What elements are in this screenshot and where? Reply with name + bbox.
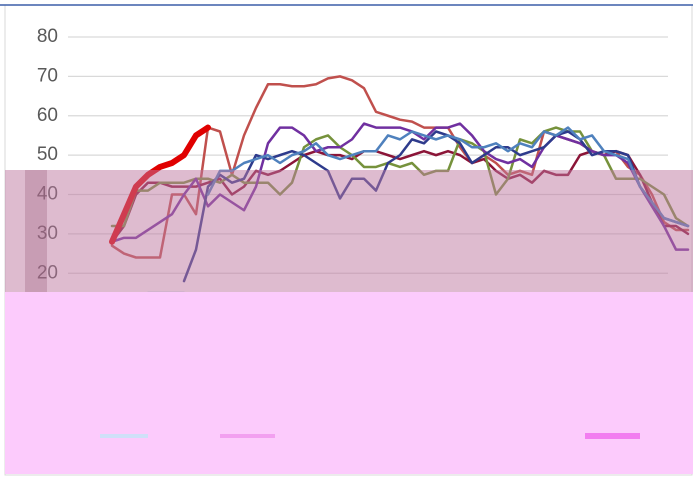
overlay-band bbox=[5, 170, 693, 292]
y-tick-label: 80 bbox=[37, 26, 58, 47]
y-tick-label: 70 bbox=[37, 65, 58, 86]
y-tick-label: 50 bbox=[37, 144, 58, 165]
y-tick-label: 60 bbox=[37, 105, 58, 126]
glitch-mark bbox=[220, 434, 275, 438]
overlay-fill bbox=[5, 292, 693, 474]
overlay-strip bbox=[25, 170, 47, 292]
glitch-mark bbox=[585, 433, 640, 439]
series-line bbox=[206, 126, 690, 228]
glitch-mark bbox=[100, 434, 148, 438]
